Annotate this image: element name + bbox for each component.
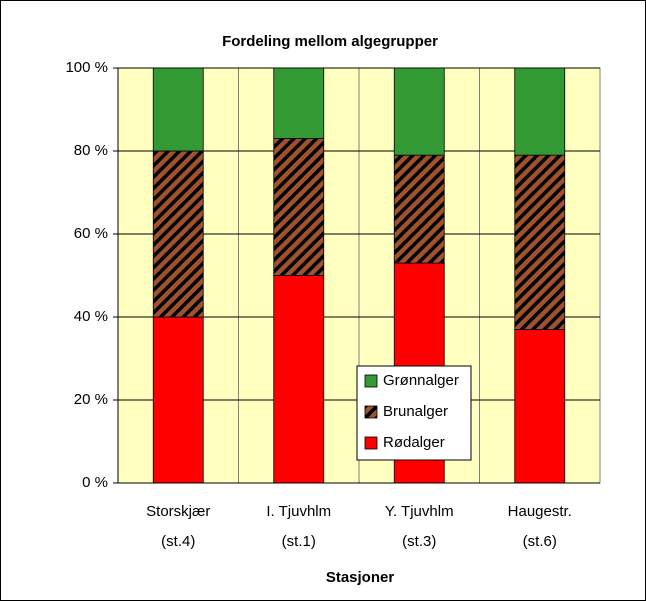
bar-segment xyxy=(273,275,325,484)
bar-segment xyxy=(152,67,204,152)
x-tick-label: I. Tjuvhlm xyxy=(266,503,331,520)
bar-segment xyxy=(152,150,204,318)
bar-segment xyxy=(514,67,566,156)
bar-segment xyxy=(393,154,445,264)
bar-segment xyxy=(514,329,566,484)
bar-segment xyxy=(152,316,204,484)
bar-segment xyxy=(514,154,566,330)
legend-label: Rødalger xyxy=(383,434,445,451)
bar-segment xyxy=(273,67,325,139)
y-tick-label: 40 % xyxy=(74,308,108,325)
x-tick-label: Y. Tjuvhlm xyxy=(385,503,454,520)
x-tick-label: (st.4) xyxy=(161,533,195,550)
y-tick-label: 60 % xyxy=(74,225,108,242)
bar-segment xyxy=(393,67,445,156)
chart-title: Fordeling mellom algegrupper xyxy=(222,33,438,50)
x-tick-label: (st.3) xyxy=(402,533,436,550)
x-tick-label: Haugestr. xyxy=(508,503,572,520)
y-tick-label: 100 % xyxy=(65,59,108,76)
x-tick-label: (st.6) xyxy=(523,533,557,550)
legend-swatch xyxy=(364,374,378,388)
legend-swatch xyxy=(364,436,378,450)
x-axis-title: Stasjoner xyxy=(326,569,395,586)
y-tick-label: 0 % xyxy=(82,474,108,491)
x-tick-label: Storskjær xyxy=(146,503,210,520)
y-tick-label: 20 % xyxy=(74,391,108,408)
legend-swatch xyxy=(364,405,378,419)
x-tick-label: (st.1) xyxy=(282,533,316,550)
legend-label: Grønnalger xyxy=(383,372,459,389)
y-tick-label: 80 % xyxy=(74,142,108,159)
legend-label: Brunalger xyxy=(383,403,448,420)
bar-segment xyxy=(273,138,325,276)
